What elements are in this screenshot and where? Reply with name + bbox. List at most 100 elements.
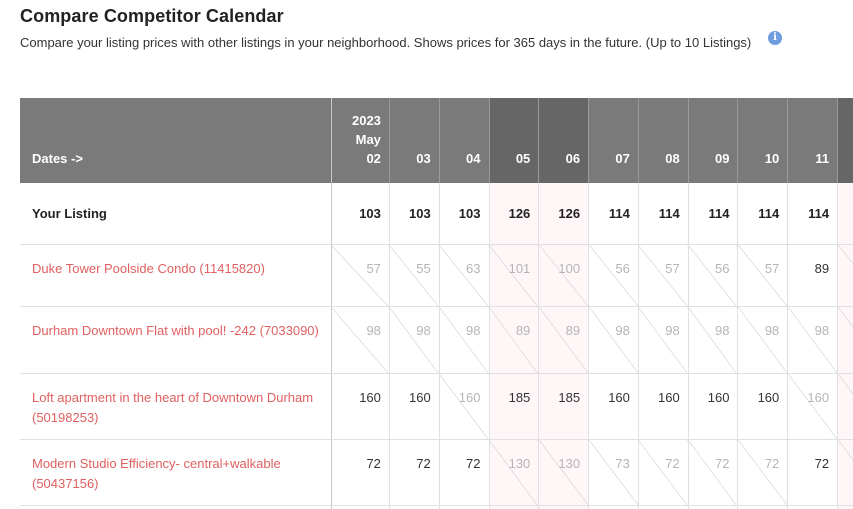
price-cell-unavailable: 98 (588, 306, 639, 374)
price-cell-unavailable: 72 (638, 439, 689, 506)
price-cell: 195 (837, 183, 853, 245)
date-header-03: 03 (389, 98, 440, 183)
price-cell: 103 (389, 183, 440, 245)
empty-cell (538, 505, 590, 509)
date-header-day: 04 (466, 151, 481, 166)
price-cell-unavailable: 57 (737, 244, 789, 307)
price-cell-unavailable: 56 (688, 244, 739, 307)
date-header-07: 07 (588, 98, 639, 183)
price-cell-unavailable: 72 (688, 439, 739, 506)
price-cell: 114 (638, 183, 689, 245)
date-header-day: 10 (764, 151, 780, 166)
date-header-day: 06 (565, 151, 581, 166)
competitor-listing-link[interactable]: Modern Studio Efficiency- central+walkab… (20, 439, 332, 506)
listing-name: Your Listing (20, 183, 332, 245)
price-cell-unavailable: 130 (489, 439, 540, 506)
competitor-listing-link[interactable]: Loft apartment in the heart of Downtown … (20, 373, 332, 440)
date-header-year: 2023 (351, 113, 381, 128)
date-header-04: 04 (439, 98, 490, 183)
price-cell-unavailable: 73 (588, 439, 639, 506)
price-cell-unavailable: 57 (331, 244, 390, 307)
price-cell-unavailable: 89 (837, 306, 853, 374)
competitor-calendar-grid: Dates -> 2023 May 02 03 04 05 06 07 08 09 10 11 12 Y… (20, 98, 853, 509)
date-header-day: 09 (715, 151, 730, 166)
empty-cell (20, 505, 332, 509)
dates-column-header: Dates -> (20, 98, 332, 183)
date-header-day: 08 (665, 151, 680, 166)
price-cell-unavailable: 160 (439, 373, 490, 440)
price-cell-unavailable: 72 (737, 439, 789, 506)
price-cell-unavailable: 99 (837, 439, 853, 506)
price-cell-unavailable: 94 (837, 244, 853, 307)
competitor-row: Duke Tower Poolside Condo (11415820) 57 55… (20, 244, 853, 307)
empty-cell (439, 505, 490, 509)
date-header-08: 08 (638, 98, 689, 183)
price-cell: 72 (389, 439, 440, 506)
price-cell: 160 (331, 373, 390, 440)
page-subtitle: Compare your listing prices with other l… (20, 35, 752, 50)
price-cell: 72 (331, 439, 390, 506)
date-header-02: 2023 May 02 (331, 98, 390, 183)
price-cell: 160 (638, 373, 689, 440)
competitor-row: Modern Studio Efficiency- central+walkab… (20, 439, 853, 506)
date-header-05: 05 (489, 98, 540, 183)
price-cell: 185 (538, 373, 590, 440)
empty-cell (389, 505, 440, 509)
date-header-day: 07 (615, 151, 630, 166)
price-cell: 114 (737, 183, 789, 245)
date-header-06: 06 (538, 98, 590, 183)
date-header-day: 12 (838, 149, 853, 168)
price-cell: 114 (787, 183, 839, 245)
partial-row (20, 505, 853, 509)
empty-cell (489, 505, 540, 509)
empty-cell (837, 505, 853, 509)
price-cell-unavailable: 57 (638, 244, 689, 307)
price-cell: 103 (439, 183, 490, 245)
empty-cell (588, 505, 639, 509)
date-header-day: 02 (366, 151, 381, 166)
empty-cell (331, 505, 390, 509)
empty-cell (688, 505, 739, 509)
header-row: Dates -> 2023 May 02 03 04 05 06 07 08 09 10 11 12 (20, 98, 853, 183)
price-cell-unavailable: 98 (737, 306, 789, 374)
competitor-row: Durham Downtown Flat with pool! -242 (70… (20, 306, 853, 374)
price-cell: 72 (439, 439, 490, 506)
competitor-row: Loft apartment in the heart of Downtown … (20, 373, 853, 440)
empty-cell (737, 505, 789, 509)
date-header-day: 11 (815, 151, 830, 166)
competitor-listing-link[interactable]: Duke Tower Poolside Condo (11415820) (20, 244, 332, 307)
price-cell: 160 (588, 373, 639, 440)
price-cell: 185 (489, 373, 540, 440)
date-header-09: 09 (688, 98, 739, 183)
date-header-11: 11 (787, 98, 839, 183)
price-cell-unavailable: 98 (638, 306, 689, 374)
price-cell: 114 (588, 183, 639, 245)
price-cell-unavailable: 130 (538, 439, 590, 506)
calendar-body: Your Listing 103 103 103 126 126 114 114 114 114 1… (20, 183, 853, 509)
empty-cell (638, 505, 689, 509)
price-cell: 126 (538, 183, 590, 245)
competitor-listing-link[interactable]: Durham Downtown Flat with pool! -242 (70… (20, 306, 332, 374)
price-cell: 160 (737, 373, 789, 440)
price-cell: 160 (389, 373, 440, 440)
price-cell-unavailable: 101 (489, 244, 540, 307)
date-header-12: 12 (837, 98, 853, 183)
price-cell-unavailable: 89 (489, 306, 540, 374)
price-cell-unavailable: 98 (787, 306, 839, 374)
empty-cell (787, 505, 839, 509)
price-cell: 126 (489, 183, 540, 245)
page-title: Compare Competitor Calendar (20, 6, 284, 26)
your-listing-row: Your Listing 103 103 103 126 126 114 114 114 114 1… (20, 183, 853, 245)
price-cell-unavailable: 100 (538, 244, 590, 307)
price-cell-unavailable: 55 (389, 244, 440, 307)
price-cell: 103 (331, 183, 390, 245)
price-cell-unavailable: 98 (688, 306, 739, 374)
date-header-month: May (355, 132, 381, 147)
date-header-10: 10 (737, 98, 789, 183)
price-cell-unavailable: 89 (538, 306, 590, 374)
info-icon[interactable]: i (768, 31, 782, 45)
price-cell: 160 (688, 373, 739, 440)
price-cell-unavailable: 98 (389, 306, 440, 374)
price-cell-unavailable: 98 (439, 306, 490, 374)
price-cell-unavailable: 160 (787, 373, 839, 440)
